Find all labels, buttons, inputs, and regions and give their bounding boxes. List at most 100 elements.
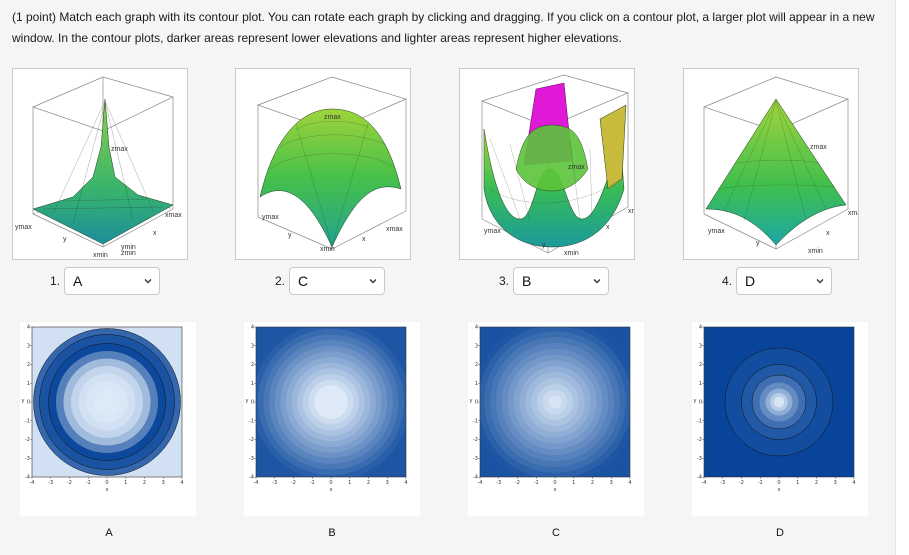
graph-4-xmax-label: xmax [848,210,858,217]
x-axis-label: x [106,487,109,493]
y-tick-label: -4 [473,475,478,481]
y-tick-label: -2 [697,437,702,443]
contour-band [548,395,562,409]
contour-band [314,385,348,419]
answer-4-select[interactable]: D [736,267,832,295]
y-tick-label: -2 [25,437,30,443]
graph-4-y-label: y [756,240,760,247]
graph-1-y-label: y [63,236,67,243]
y-axis-label: y [246,398,249,404]
chevron-down-icon [369,279,377,284]
x-tick-label: 4 [628,480,631,486]
contour-plot-c[interactable]: -4 -4 -3 -3 -2 -2 -1 -1 0 0 1 1 2 2 3 3 4 4 x y [468,322,644,516]
y-tick-label: -1 [25,418,30,424]
contour-plot-d[interactable]: -4 -4 -3 -3 -2 -2 -1 -1 0 0 1 1 2 2 3 3 4 4 x y [692,322,868,516]
graph-2-x-label: x [362,236,366,243]
x-axis-label: x [554,487,557,493]
answer-1-number: 1. [49,274,60,288]
x-tick-label: -3 [720,480,725,486]
graph-1-3d-plot[interactable]: zmax ymax xmax y x ymin zmin xmin [12,68,188,260]
y-tick-label: 4 [251,325,254,331]
x-tick-label: 1 [124,480,127,486]
answer-1-selected-value: A [73,273,83,289]
x-tick-label: 2 [367,480,370,486]
x-tick-label: -4 [478,480,483,486]
answer-3-select[interactable]: B [513,267,609,295]
x-tick-label: 2 [143,480,146,486]
x-tick-label: -2 [739,480,744,486]
x-tick-label: 3 [834,480,837,486]
graph-4-zmax-label: zmax [810,144,827,151]
y-tick-label: 3 [699,343,702,349]
x-tick-label: 1 [796,480,799,486]
answer-3: 3. B [489,266,609,296]
x-tick-label: -1 [310,480,315,486]
y-tick-label: -3 [249,456,254,462]
answer-4: 4. D [712,266,832,296]
y-tick-label: -4 [697,475,702,481]
y-tick-label: 2 [475,362,478,368]
y-tick-label: 2 [699,362,702,368]
graph-4-ymax-label: ymax [708,228,725,235]
x-tick-label: 4 [404,480,407,486]
y-tick-label: -4 [249,475,254,481]
graph-2-3d-plot[interactable]: zmax ymax xmax y x xmin [235,68,411,260]
contour-band [773,396,785,408]
x-tick-label: 3 [162,480,165,486]
graph-1-surface [32,98,174,245]
contour-plot-b[interactable]: -4 -4 -3 -3 -2 -2 -1 -1 0 0 1 1 2 2 3 3 4 4 x y [244,322,420,516]
x-axis-label: x [330,487,333,493]
chevron-down-icon [816,279,824,284]
graph-2-surface [259,108,402,248]
y-tick-label: 0 [699,400,702,406]
graph-3-y-label: y [542,242,546,249]
x-tick-label: 0 [329,480,332,486]
y-tick-label: 0 [27,400,30,406]
y-tick-label: 3 [27,343,30,349]
y-tick-label: -2 [473,437,478,443]
x-tick-label: 1 [348,480,351,486]
graph-1-x-label: x [153,230,157,237]
y-tick-label: 4 [699,325,702,331]
x-tick-label: -1 [758,480,763,486]
graph-3-xmin-label: xmin [564,250,579,257]
contour-label-c: C [552,527,560,539]
x-axis-label: x [778,487,781,493]
x-tick-label: 4 [852,480,855,486]
x-tick-label: 1 [572,480,575,486]
graph-4-bounding-box [703,76,849,250]
x-tick-label: 0 [553,480,556,486]
y-tick-label: 0 [251,400,254,406]
graph-3-zmax-label: zmax [568,164,585,171]
answer-1-select[interactable]: A [64,267,160,295]
y-tick-label: 1 [251,381,254,387]
answer-2-number: 2. [274,274,285,288]
graph-1-ymin-label: ymin [121,244,136,251]
x-tick-label: 3 [386,480,389,486]
graph-3-ymax-label: ymax [484,228,501,235]
graph-4-surface [705,98,847,246]
answer-1: 1. A [40,266,160,296]
graph-2-xmax-label: xmax [386,226,403,233]
y-tick-label: 3 [475,343,478,349]
answer-2-select[interactable]: C [289,267,385,295]
contour-label-b: B [328,527,336,539]
y-tick-label: 4 [475,325,478,331]
y-tick-label: -1 [473,418,478,424]
graph-4-3d-plot[interactable]: zmax ymax xmax y x xmin [683,68,859,260]
y-tick-label: -2 [249,437,254,443]
y-tick-label: 1 [27,381,30,387]
contour-plot-a[interactable]: -4 -4 -3 -3 -2 -2 -1 -1 0 0 1 1 2 2 3 3 4 4 x y [20,322,196,516]
chevron-down-icon [593,279,601,284]
y-tick-label: -1 [697,418,702,424]
y-tick-label: 0 [475,400,478,406]
graph-3-xmax-label: xmax [628,208,634,215]
y-tick-label: 1 [699,381,702,387]
y-axis-label: y [22,398,25,404]
y-tick-label: -1 [249,418,254,424]
x-tick-label: 0 [777,480,780,486]
answer-3-number: 3. [498,274,509,288]
graph-2-ymax-label: ymax [262,214,279,221]
graph-1-xmax-label: xmax [165,212,182,219]
graph-3-3d-plot[interactable]: zmax ymax xmax y x xmin [459,68,635,260]
